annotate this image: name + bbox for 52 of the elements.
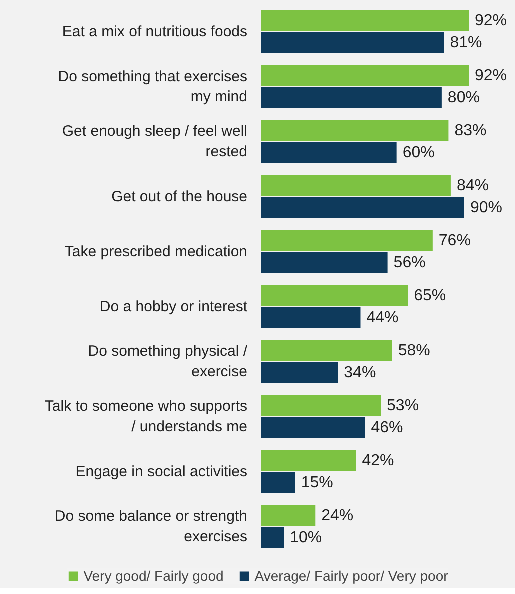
bar bbox=[262, 32, 444, 54]
data-label: 42% bbox=[362, 452, 394, 470]
data-label: 34% bbox=[344, 364, 376, 382]
data-label: 92% bbox=[475, 12, 508, 30]
bar bbox=[262, 10, 469, 32]
legend-label: Very good/ Fairly good bbox=[84, 568, 224, 584]
y-tick-label: Engage in social activities bbox=[76, 463, 248, 480]
data-label: 81% bbox=[450, 34, 482, 52]
bar bbox=[262, 307, 361, 328]
bar bbox=[262, 472, 296, 494]
bar bbox=[262, 395, 382, 416]
y-tick-label: Get enough sleep / feel well rested bbox=[62, 123, 248, 161]
y-tick-label: Do something physical / exercise bbox=[88, 343, 248, 381]
bar bbox=[262, 362, 338, 384]
data-label: 10% bbox=[290, 529, 322, 546]
data-label: 56% bbox=[394, 254, 426, 272]
data-label: 80% bbox=[448, 89, 480, 106]
bar bbox=[262, 197, 464, 218]
legend-label: Average/ Fairly poor/ Very poor bbox=[254, 568, 448, 584]
y-tick-label: Do a hobby or interest bbox=[100, 298, 248, 316]
data-label: 60% bbox=[402, 144, 435, 162]
data-label: 84% bbox=[456, 177, 489, 194]
data-label: 53% bbox=[387, 397, 420, 414]
data-label: 44% bbox=[366, 309, 399, 326]
bar bbox=[262, 450, 356, 472]
y-tick-label: Eat a mix of nutritious foods bbox=[62, 23, 248, 40]
bar bbox=[262, 142, 397, 164]
data-label: 24% bbox=[322, 507, 354, 524]
data-label: 92% bbox=[475, 67, 508, 84]
bar bbox=[262, 88, 442, 108]
data-label: 58% bbox=[398, 342, 430, 360]
bar bbox=[262, 340, 392, 362]
data-label: 46% bbox=[371, 419, 404, 436]
bar bbox=[262, 252, 388, 274]
bar bbox=[262, 175, 451, 196]
bar bbox=[262, 120, 449, 142]
bar bbox=[262, 230, 433, 252]
data-label: 15% bbox=[301, 474, 334, 492]
y-tick-label: Do something that exercises my mind bbox=[58, 68, 248, 106]
data-label: 83% bbox=[454, 122, 487, 140]
data-label: 76% bbox=[438, 232, 471, 250]
bar bbox=[262, 66, 469, 86]
bar bbox=[262, 285, 408, 306]
bar bbox=[262, 505, 316, 526]
y-tick-label: Do some balance or strength exercises bbox=[54, 508, 248, 546]
y-tick-label: Talk to someone who supports / understands me bbox=[44, 398, 248, 436]
y-tick-label: Get out of the house bbox=[112, 188, 248, 206]
bar bbox=[262, 417, 366, 438]
bar bbox=[262, 527, 284, 548]
y-tick-label: Take prescribed medication bbox=[64, 243, 248, 260]
data-label: 90% bbox=[470, 199, 503, 216]
data-label: 65% bbox=[414, 287, 446, 304]
